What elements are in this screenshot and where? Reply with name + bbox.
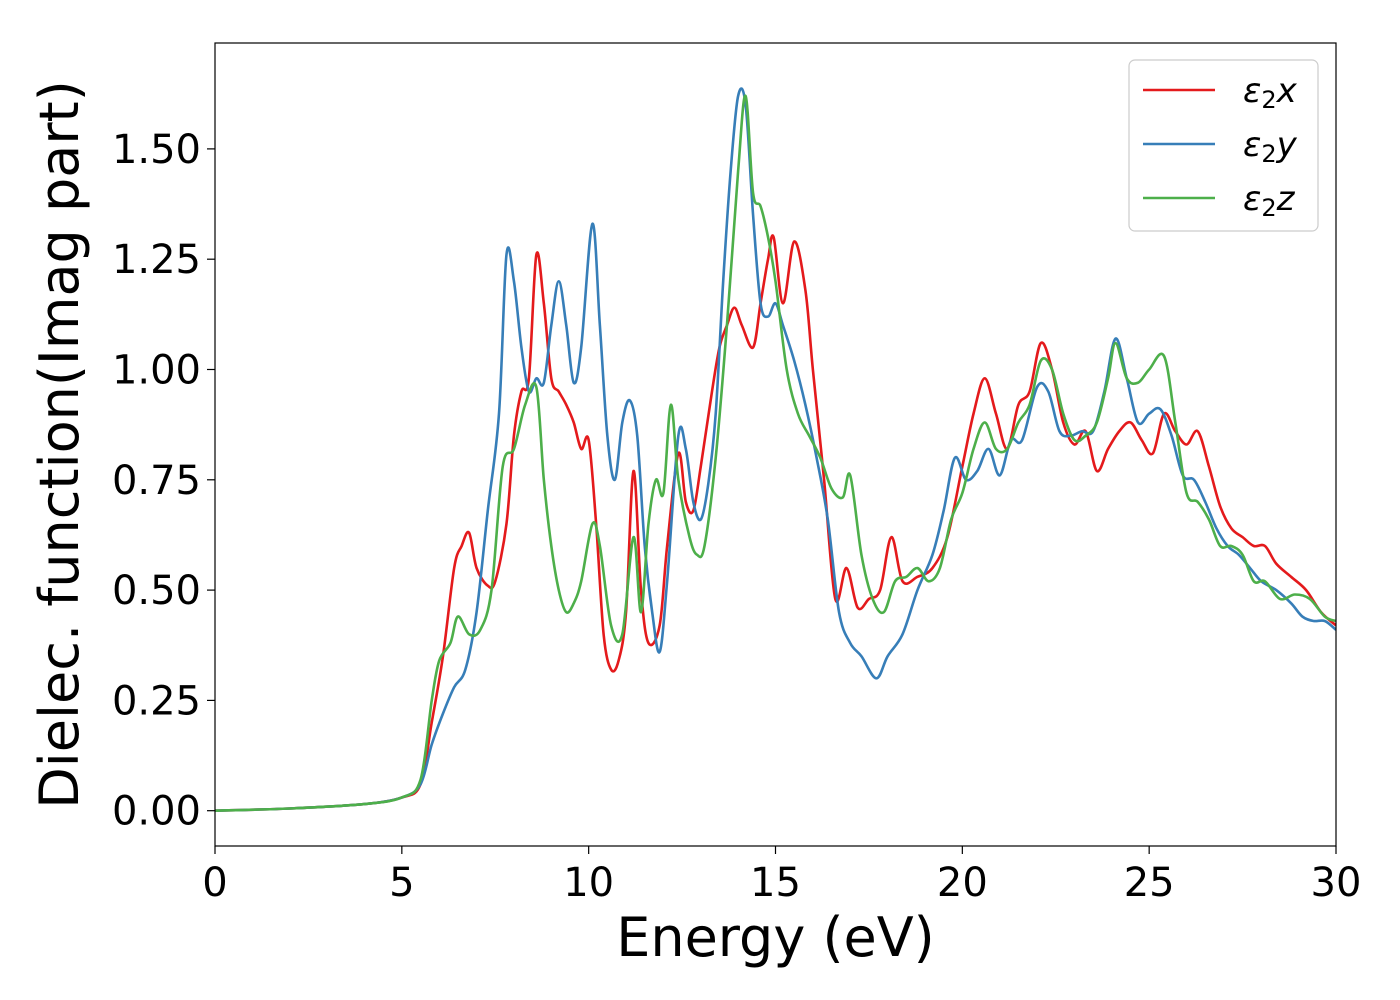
y-tick-label: 0.75: [112, 458, 201, 504]
series-layer: [215, 87, 1336, 812]
ticks-layer: 0 5 10 15 20 25 30 0.00 0.25 0.50 0.75 1.00 1.25 1.50: [112, 127, 1362, 906]
y-tick-label: 0.50: [112, 568, 201, 614]
y-tick-label: 1.00: [112, 347, 201, 393]
legend-label-y: ε2y: [1243, 125, 1298, 168]
x-tick-label: 5: [389, 860, 414, 906]
x-tick-label: 10: [563, 860, 614, 906]
y-tick-label: 0.25: [112, 678, 201, 724]
x-tick-label: 15: [750, 860, 801, 906]
legend-label-z: ε2z: [1243, 179, 1296, 222]
x-tick-label: 30: [1311, 860, 1362, 906]
y-axis-title: Dielec. function(Imag part): [28, 80, 91, 809]
series-line-z: [215, 94, 1336, 812]
x-axis-title: Energy (eV): [616, 906, 935, 969]
legend-label-x: ε2x: [1243, 71, 1298, 114]
x-tick-label: 20: [937, 860, 988, 906]
legend-box: [1128, 59, 1319, 232]
x-tick-label: 0: [202, 860, 227, 906]
x-tick-label: 25: [1124, 860, 1175, 906]
y-tick-label: 0.00: [112, 789, 201, 835]
series-line-x: [215, 234, 1336, 812]
y-tick-label: 1.25: [112, 237, 201, 283]
legend: ε2x ε2y ε2z: [1128, 59, 1319, 232]
y-tick-label: 1.50: [112, 127, 201, 173]
